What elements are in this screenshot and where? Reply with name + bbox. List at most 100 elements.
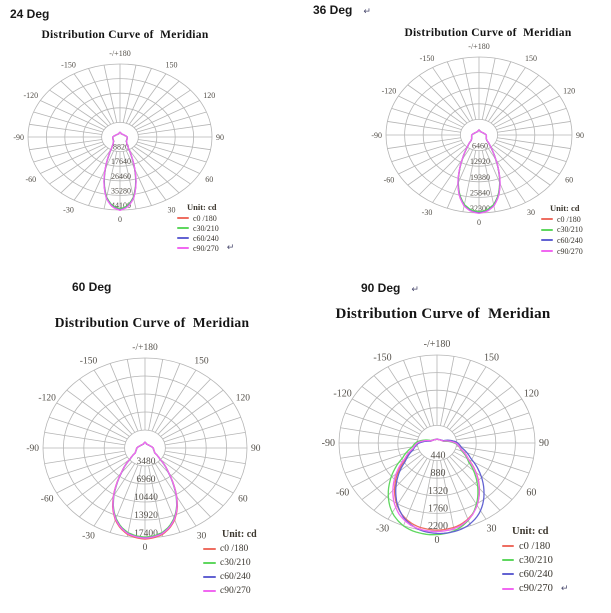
chart-title: Distribution Curve of Meridian bbox=[335, 306, 551, 322]
angle-tick-label: -90 bbox=[26, 444, 39, 454]
legend-item: c90/270 ↵ bbox=[501, 582, 568, 596]
polar-grid-spoke bbox=[125, 150, 152, 206]
polar-grid-spoke bbox=[40, 143, 105, 174]
legend: Unit: cd c0 /180 c30/210 c60/240 c90/270… bbox=[501, 525, 568, 596]
legend-label: c90/270 bbox=[557, 246, 583, 256]
polar-grid-spoke bbox=[148, 359, 164, 431]
polar-grid-spoke bbox=[162, 402, 234, 440]
polar-grid-spoke bbox=[496, 139, 567, 163]
angle-tick-label: 120 bbox=[203, 91, 215, 100]
polar-grid-spoke bbox=[148, 465, 164, 537]
legend-label: c90/270 bbox=[519, 583, 553, 595]
polar-grid-spoke bbox=[490, 74, 540, 124]
polar-grid-spoke bbox=[29, 123, 102, 135]
polar-grid-spoke bbox=[165, 450, 246, 465]
ring-value-label: 17400 bbox=[134, 529, 158, 539]
angle-tick-label: -120 bbox=[23, 91, 38, 100]
legend-line-swatch bbox=[203, 562, 216, 564]
polar-grid-spoke bbox=[56, 456, 128, 494]
polar-grid-spoke bbox=[403, 459, 431, 526]
angle-tick-label: 90 bbox=[251, 444, 261, 454]
polar-grid-spoke bbox=[443, 459, 471, 526]
unit-label: Unit: cd bbox=[187, 202, 217, 212]
legend-label: c30/210 bbox=[220, 558, 251, 568]
polar-grid-spoke bbox=[487, 67, 526, 122]
legend-label: c90/270 bbox=[220, 586, 251, 596]
polar-grid-spoke bbox=[131, 80, 180, 127]
polar-grid-spoke bbox=[440, 460, 455, 530]
angle-tick-label: -150 bbox=[80, 357, 98, 367]
angle-tick-label: -60 bbox=[41, 495, 54, 505]
legend-line-swatch bbox=[541, 250, 553, 253]
polar-grid-spoke bbox=[440, 356, 455, 426]
polar-grid-spoke bbox=[154, 369, 197, 433]
angle-tick-label: -90 bbox=[13, 133, 24, 142]
polar-grid-spoke bbox=[419, 356, 434, 426]
polar-grid-spoke bbox=[122, 65, 137, 123]
polar-grid-spoke bbox=[122, 151, 137, 209]
legend-item: c0 /180 bbox=[176, 213, 234, 223]
beam-angle-label: 60 Deg bbox=[72, 280, 111, 294]
polar-grid-spoke bbox=[344, 448, 419, 474]
angle-tick-label: -30 bbox=[82, 531, 95, 541]
angle-tick-label: 150 bbox=[484, 352, 499, 363]
legend-line-swatch bbox=[203, 548, 216, 550]
angle-tick-label: -60 bbox=[384, 176, 395, 185]
unit-label: Unit: cd bbox=[222, 529, 257, 540]
ring-value-label: 17640 bbox=[111, 157, 131, 166]
polar-grid-spoke bbox=[484, 61, 512, 121]
angle-tick-label: -/+180 bbox=[109, 49, 130, 58]
polar-grid-spoke bbox=[33, 111, 103, 133]
polar-grid-spoke bbox=[103, 65, 118, 123]
angle-tick-label: 150 bbox=[194, 357, 209, 367]
ring-value-label: 880 bbox=[431, 468, 446, 479]
polar-grid-spoke bbox=[151, 464, 181, 533]
polar-grid-spoke bbox=[164, 453, 241, 480]
polar-grid-spoke bbox=[361, 453, 423, 500]
polar-grid-spoke bbox=[496, 107, 567, 131]
legend-label: c60/240 bbox=[220, 572, 251, 582]
polar-grid-spoke bbox=[351, 398, 421, 435]
legend-item: c30/210 bbox=[202, 556, 257, 570]
polar-grid-spoke bbox=[391, 107, 462, 131]
polar-grid-spoke bbox=[403, 360, 431, 427]
distribution-curve-c90270 bbox=[103, 131, 137, 212]
polar-grid-spoke bbox=[125, 68, 152, 124]
polar-grid-spoke bbox=[407, 144, 465, 186]
legend-line-swatch bbox=[502, 587, 514, 590]
legend-label: c30/210 bbox=[557, 225, 583, 235]
polar-grid-spoke bbox=[160, 459, 224, 507]
polar-grid-spoke bbox=[387, 121, 461, 133]
legend-item: c60/240 bbox=[176, 233, 234, 243]
angle-tick-label: 120 bbox=[524, 389, 539, 400]
polar-grid-spoke bbox=[162, 456, 234, 494]
polar-grid-spoke bbox=[451, 386, 513, 433]
polar-grid-spoke bbox=[131, 147, 180, 194]
ring-value-label: 19380 bbox=[470, 173, 490, 182]
angle-tick-label: 0 bbox=[435, 535, 440, 546]
polar-grid-spoke bbox=[361, 386, 423, 433]
legend-item: c0 /180 bbox=[202, 542, 257, 556]
polar-grid-spoke bbox=[344, 412, 419, 438]
polar-grid-spoke bbox=[418, 146, 468, 196]
angle-tick-label: 60 bbox=[238, 495, 248, 505]
polar-grid-spoke bbox=[462, 150, 477, 212]
legend-label: c0 /180 bbox=[557, 214, 581, 224]
polar-grid-spoke bbox=[481, 58, 496, 120]
polar-grid-spoke bbox=[446, 458, 487, 520]
polar-grid-spoke bbox=[446, 149, 474, 209]
distribution-curve-c90270 bbox=[112, 441, 178, 539]
polar-grid-spoke bbox=[49, 146, 107, 185]
polar-grid-spoke bbox=[49, 89, 107, 128]
polar-grid-spoke bbox=[446, 61, 474, 121]
ring-value-label: 10440 bbox=[134, 493, 158, 503]
legend-item: c60/240 bbox=[202, 570, 257, 584]
legend-label: c0 /180 bbox=[519, 540, 551, 552]
polar-grid-spoke bbox=[137, 141, 207, 163]
polar-grid-spoke bbox=[128, 149, 167, 201]
legend-line-swatch bbox=[177, 237, 189, 239]
polar-grid-spoke bbox=[340, 427, 418, 441]
polar-grid-spoke bbox=[398, 95, 464, 128]
polar-grid-spoke bbox=[66, 389, 130, 437]
polar-grid-spoke bbox=[407, 84, 465, 126]
